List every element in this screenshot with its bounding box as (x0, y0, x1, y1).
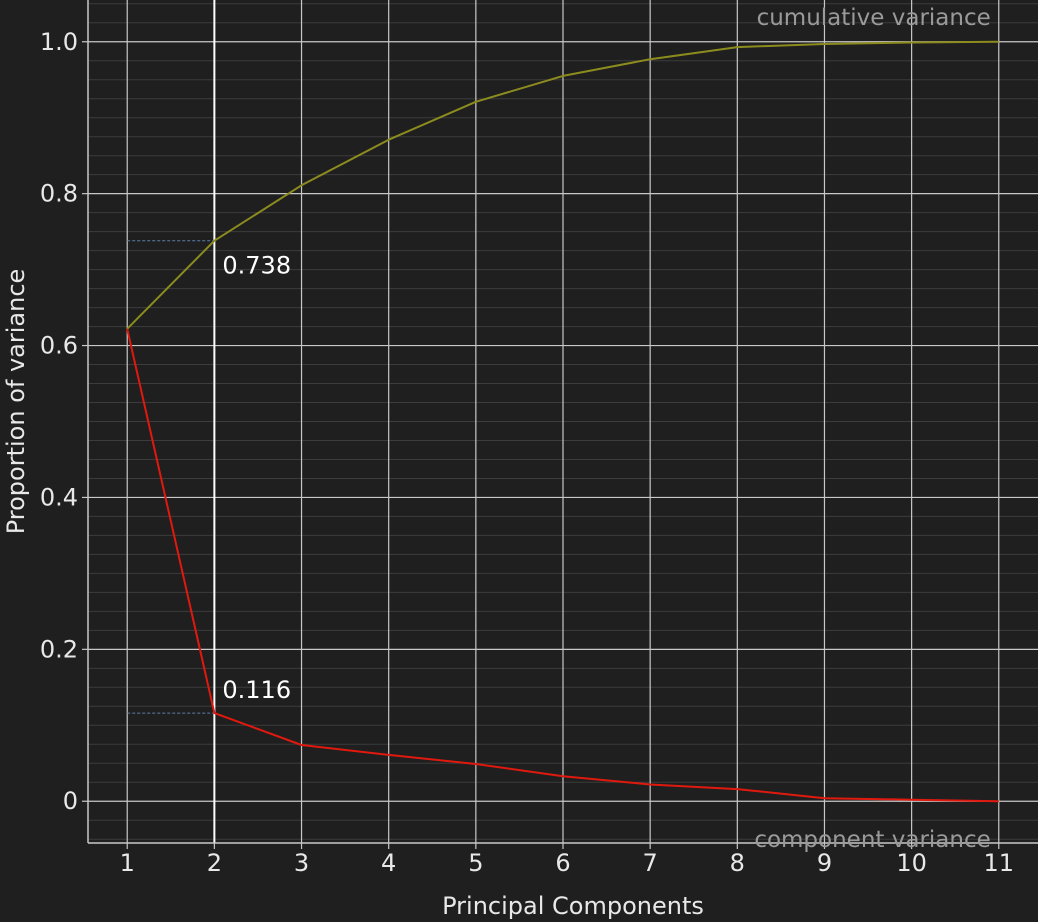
x-tick-label: 3 (294, 849, 309, 877)
annotation-label: 0.116 (222, 676, 291, 704)
series-lines (126, 40, 999, 803)
x-tick-label: 11 (984, 849, 1015, 877)
y-tick-label: 0.6 (40, 332, 78, 360)
y-tick-label: 1.0 (40, 28, 78, 56)
x-tick-label: 9 (817, 849, 832, 877)
annotation-guides (127, 240, 215, 714)
series-label-component: component variance (754, 827, 990, 853)
series-line-1 (126, 40, 999, 330)
x-tick-label: 1 (120, 849, 135, 877)
y-axis-label: Proportion of variance (2, 269, 30, 535)
y-tick-label: 0 (63, 787, 78, 815)
major-grid (88, 0, 1038, 843)
x-tick-label: 10 (896, 849, 927, 877)
y-tick-label: 0.4 (40, 483, 78, 511)
x-tick-label: 6 (555, 849, 570, 877)
x-tick-label: 7 (643, 849, 658, 877)
series-line-2 (126, 328, 999, 803)
annotation-label: 0.738 (222, 252, 291, 280)
x-axis-label: Principal Components (442, 892, 704, 920)
x-tick-label: 2 (207, 849, 222, 877)
y-tick-label: 0.2 (40, 635, 78, 663)
series-label-cumulative: cumulative variance (757, 5, 991, 31)
x-tick-label: 5 (468, 849, 483, 877)
chart-labels: 0 0.2 0.4 0.6 0.8 1.0 1 2 3 4 5 6 7 8 9 10 11 cumulative … (2, 5, 1014, 920)
y-tick-label: 0.8 (40, 180, 78, 208)
x-tick-label: 4 (381, 849, 396, 877)
axes (82, 0, 1038, 849)
x-tick-label: 8 (730, 849, 745, 877)
